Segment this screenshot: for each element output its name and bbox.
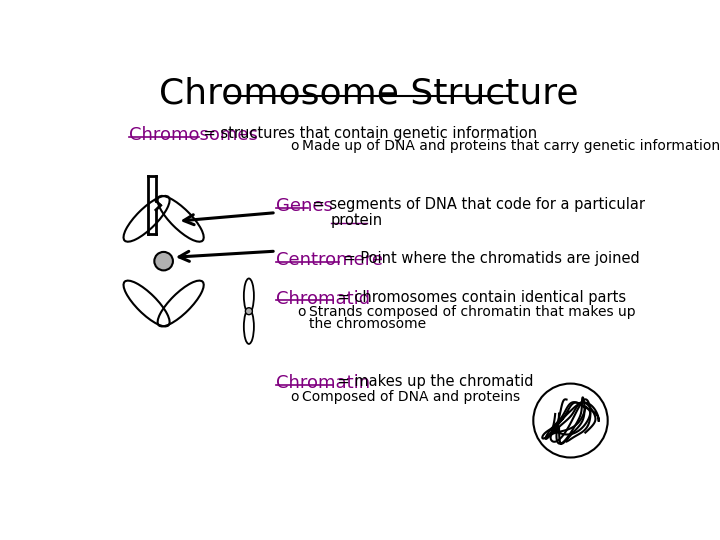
Text: Made up of DNA and proteins that carry genetic information: Made up of DNA and proteins that carry g… bbox=[302, 139, 720, 153]
Text: = chromosomes contain identical parts: = chromosomes contain identical parts bbox=[333, 289, 626, 305]
Text: o: o bbox=[290, 139, 299, 153]
Text: o: o bbox=[290, 390, 299, 404]
Text: Chromatin: Chromatin bbox=[276, 374, 370, 393]
Text: protein: protein bbox=[331, 213, 383, 228]
Text: = makes up the chromatid: = makes up the chromatid bbox=[333, 374, 534, 389]
Text: o: o bbox=[297, 305, 306, 319]
Text: the chromosome: the chromosome bbox=[309, 316, 426, 330]
Text: Chromosomes: Chromosomes bbox=[129, 126, 258, 144]
Text: Chromosome Structure: Chromosome Structure bbox=[159, 76, 579, 110]
Ellipse shape bbox=[246, 308, 253, 315]
Text: Composed of DNA and proteins: Composed of DNA and proteins bbox=[302, 390, 520, 404]
Text: = segments of DNA that code for a particular: = segments of DNA that code for a partic… bbox=[307, 197, 644, 212]
Text: Genes: Genes bbox=[276, 197, 333, 215]
Text: Centromere: Centromere bbox=[276, 251, 383, 269]
Text: = Point where the chromatids are joined: = Point where the chromatids are joined bbox=[339, 251, 640, 266]
Text: Strands composed of chromatin that makes up: Strands composed of chromatin that makes… bbox=[309, 305, 635, 319]
Text: = structures that contain genetic information: = structures that contain genetic inform… bbox=[199, 126, 536, 141]
Ellipse shape bbox=[154, 252, 173, 271]
Text: Chromatid: Chromatid bbox=[276, 289, 370, 308]
